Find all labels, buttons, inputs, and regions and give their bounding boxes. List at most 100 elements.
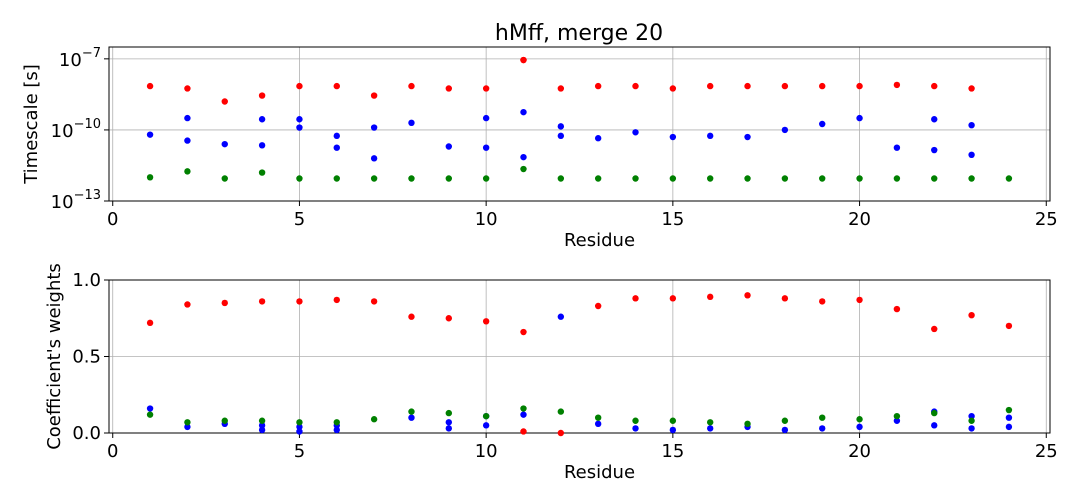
data-point bbox=[669, 417, 677, 424]
data-point bbox=[968, 311, 975, 319]
x-tick-label: 0 bbox=[107, 209, 118, 230]
x-axis-label: Residue bbox=[564, 462, 635, 483]
data-point bbox=[445, 85, 453, 92]
data-point bbox=[296, 175, 303, 182]
data-point bbox=[482, 144, 490, 151]
data-point bbox=[744, 420, 751, 428]
data-point bbox=[184, 114, 191, 122]
data-point bbox=[669, 426, 677, 434]
data-point bbox=[856, 175, 863, 182]
x-tick-label: 25 bbox=[1035, 441, 1058, 462]
y-axis-label: Timescale [s] bbox=[21, 64, 42, 185]
data-point bbox=[557, 408, 565, 415]
data-point bbox=[781, 295, 789, 302]
data-point bbox=[594, 175, 602, 182]
data-point bbox=[557, 85, 565, 92]
data-point bbox=[184, 168, 191, 175]
data-point bbox=[445, 143, 453, 150]
plot-frame bbox=[108, 46, 1051, 202]
data-point bbox=[1005, 322, 1013, 330]
x-tick-label: 5 bbox=[294, 209, 305, 230]
data-point bbox=[744, 82, 751, 90]
data-point bbox=[594, 414, 602, 421]
x-tick-label: 10 bbox=[475, 441, 498, 462]
data-point bbox=[408, 82, 415, 90]
data-point bbox=[258, 92, 266, 99]
x-axis-label: Residue bbox=[564, 230, 635, 251]
data-point bbox=[931, 325, 938, 333]
data-point bbox=[632, 82, 639, 90]
data-point bbox=[333, 82, 340, 90]
data-point bbox=[819, 298, 826, 305]
data-point bbox=[258, 426, 266, 434]
data-point bbox=[1005, 423, 1013, 431]
data-point bbox=[893, 305, 901, 313]
data-point bbox=[744, 292, 751, 299]
data-point bbox=[520, 405, 527, 412]
data-point bbox=[221, 299, 228, 307]
data-point bbox=[931, 146, 938, 154]
data-point bbox=[557, 132, 565, 140]
data-point bbox=[931, 82, 938, 90]
data-point bbox=[520, 411, 527, 418]
data-point bbox=[968, 121, 975, 129]
data-point bbox=[408, 175, 415, 182]
data-point bbox=[557, 429, 565, 437]
data-point bbox=[632, 175, 639, 182]
data-point bbox=[520, 153, 527, 161]
data-point bbox=[146, 319, 154, 327]
data-point bbox=[669, 175, 677, 182]
data-point bbox=[632, 129, 639, 136]
data-point bbox=[184, 301, 191, 308]
data-point bbox=[819, 120, 826, 128]
x-tick-label: 15 bbox=[661, 209, 684, 230]
data-point bbox=[408, 414, 415, 421]
data-point bbox=[893, 412, 901, 420]
data-point bbox=[370, 416, 378, 423]
data-point bbox=[744, 133, 751, 141]
data-point bbox=[1005, 175, 1013, 182]
data-point bbox=[931, 422, 938, 429]
data-point bbox=[594, 420, 602, 428]
data-point bbox=[258, 116, 266, 123]
data-point bbox=[781, 175, 789, 182]
data-point bbox=[520, 56, 527, 64]
data-point bbox=[370, 155, 378, 162]
y-tick-label: 0.5 bbox=[72, 347, 101, 368]
data-point bbox=[520, 328, 527, 336]
data-point bbox=[819, 425, 826, 432]
data-point bbox=[184, 85, 191, 92]
data-point bbox=[482, 412, 490, 420]
data-point bbox=[408, 408, 415, 415]
data-point bbox=[258, 142, 266, 149]
data-point bbox=[184, 137, 191, 144]
data-point bbox=[370, 92, 378, 99]
data-point bbox=[1005, 414, 1013, 421]
data-point bbox=[296, 124, 303, 131]
data-point bbox=[482, 85, 490, 92]
data-point bbox=[333, 296, 340, 304]
data-point bbox=[520, 165, 527, 173]
y-axis-label: Coefficient's weights bbox=[44, 263, 65, 450]
y-tick-label: 0.0 bbox=[72, 423, 101, 444]
data-point bbox=[370, 124, 378, 131]
data-point bbox=[296, 423, 303, 431]
x-tick-label: 10 bbox=[475, 209, 498, 230]
data-point bbox=[146, 131, 154, 138]
data-point bbox=[258, 298, 266, 305]
data-point bbox=[931, 116, 938, 123]
data-point bbox=[819, 414, 826, 421]
data-point bbox=[781, 126, 789, 134]
data-point bbox=[1005, 406, 1013, 414]
data-point bbox=[184, 423, 191, 431]
data-point bbox=[445, 425, 453, 432]
data-point bbox=[258, 422, 266, 429]
data-point bbox=[408, 313, 415, 320]
data-point bbox=[594, 302, 602, 310]
data-point bbox=[781, 426, 789, 434]
x-tick-label: 15 bbox=[661, 441, 684, 462]
y-tick-label: 1.0 bbox=[72, 270, 101, 291]
data-point bbox=[931, 409, 938, 417]
data-point bbox=[258, 169, 266, 176]
